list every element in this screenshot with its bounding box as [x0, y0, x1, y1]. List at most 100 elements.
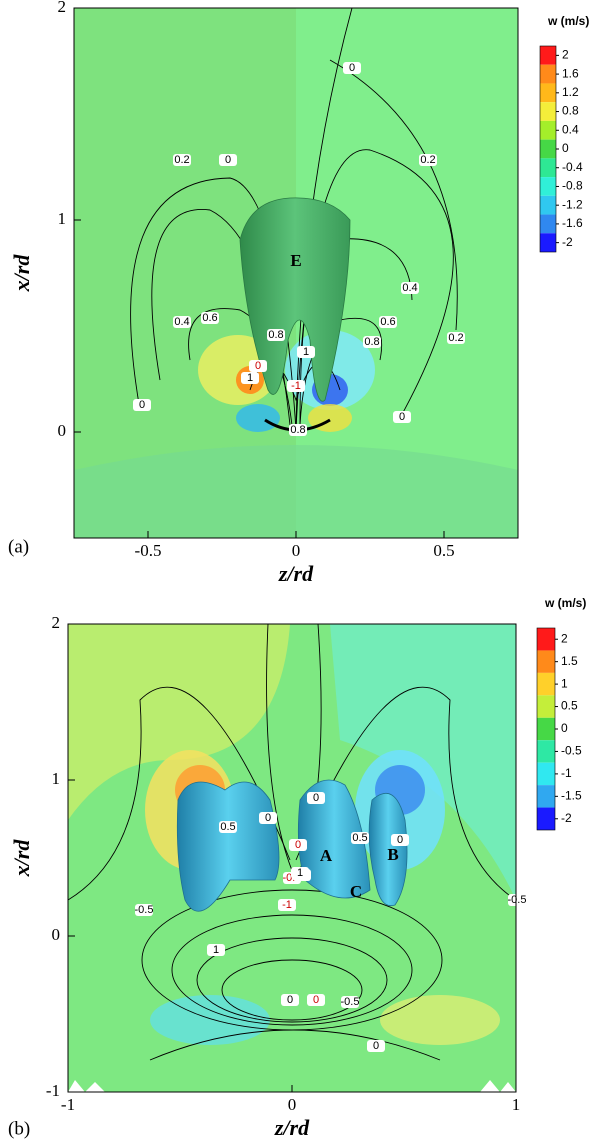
y-axis-label: x/rd [9, 254, 34, 293]
contour-label: 0 [139, 399, 145, 411]
contour-label: 0 [399, 411, 405, 423]
contour-label: -0.5 [508, 894, 527, 906]
contour-label-bg [135, 904, 153, 916]
contour-label-bg [201, 312, 219, 324]
panel-label: (a) [8, 536, 29, 557]
x-tick-label: 0.5 [433, 541, 454, 560]
annotation: C [350, 882, 362, 901]
contour-label: -1 [282, 899, 292, 911]
colorbar-swatch [540, 83, 556, 103]
contour-label: 0.4 [402, 282, 417, 294]
contour-label-bg [291, 867, 309, 879]
colorbar-swatch [537, 672, 555, 696]
contour-label: 0.2 [448, 332, 463, 344]
colorbar-swatch [540, 233, 556, 252]
contour-label-bg [259, 812, 277, 824]
x-tick-label: 1 [512, 1095, 521, 1114]
field-a [74, 8, 518, 538]
contour-label-bg [363, 336, 381, 348]
contour-label-bg [297, 346, 315, 358]
contour-label-bg [287, 380, 305, 392]
colorbar-tick-label: -0.8 [562, 179, 583, 193]
contour-label-bg [341, 996, 359, 1008]
colorbar-tick-label: -0.4 [562, 160, 583, 174]
contour-label-bg [508, 894, 526, 906]
x-axis-label: z/rd [274, 1115, 310, 1140]
contour-label: 1 [247, 372, 253, 384]
x-tick-label: 0 [288, 1095, 297, 1114]
colorbar-swatch [540, 102, 556, 121]
colorbar-tick-label: 1.6 [562, 66, 579, 80]
colorbar-tick-label: 1.2 [562, 85, 579, 99]
contour-label: 0 [373, 1040, 379, 1052]
colorbar-swatch [540, 120, 556, 140]
y-axis-label: x/rd [9, 839, 34, 878]
colorbar-swatch [540, 46, 556, 65]
contour-label-bg [173, 316, 191, 328]
contour-label: 0 [225, 154, 231, 166]
contour-label: 0 [265, 812, 271, 824]
colorbar-swatch [537, 762, 555, 786]
contour-label-bg [281, 994, 299, 1006]
contour-label-bg [219, 154, 237, 166]
contour-label-bg [343, 62, 361, 74]
panel-label: (b) [8, 1118, 30, 1139]
annotation: B [387, 845, 398, 864]
contour-label: 0 [287, 994, 293, 1006]
contour-label-bg [447, 332, 465, 344]
colorbar-tick-label: 0 [561, 721, 568, 735]
colorbar-swatch [537, 785, 555, 808]
colorbar-tick-label: 2 [561, 631, 568, 645]
y-tick-label: 2 [52, 613, 61, 632]
contour-label: 0.4 [174, 316, 189, 328]
x-tick-label: 0 [292, 541, 301, 560]
colorbar-swatch [540, 64, 556, 84]
colorbar-tick-label: 1.5 [561, 654, 578, 668]
annotation: E [290, 251, 301, 270]
contour-label: 0.6 [202, 312, 217, 324]
contour-label: -0.5 [341, 996, 360, 1008]
contour-label: 1 [297, 867, 303, 879]
colorbar-tick-label: -1.5 [561, 789, 582, 803]
colorbar-swatch [537, 717, 555, 741]
colorbar-tick-label: -2 [562, 235, 573, 249]
contour-label: 0.8 [268, 329, 283, 341]
contour-label: 0.2 [420, 154, 435, 166]
contour-label-bg [133, 399, 151, 411]
contour-label: 0 [313, 994, 319, 1006]
y-tick-label: 0 [52, 925, 61, 944]
colorbar-swatch [540, 195, 556, 215]
contour-label-bg [391, 834, 409, 846]
contour-label: 0.5 [220, 821, 235, 833]
contour-label: 0.6 [380, 316, 395, 328]
contour-label: 0 [295, 839, 301, 851]
contour-label: 1 [303, 346, 309, 358]
contour-label-bg [379, 316, 397, 328]
x-tick-label: -0.5 [135, 541, 162, 560]
contour-label-bg [173, 154, 191, 166]
contour-label-bg [207, 944, 225, 956]
contour-label: 0 [313, 792, 319, 804]
colorbar-tick-label: 0.5 [561, 699, 578, 713]
colorbar-swatch [537, 695, 555, 718]
y-tick-label: 1 [52, 769, 61, 788]
contour-label-bg [307, 994, 325, 1006]
annotation: A [320, 846, 333, 865]
contour-label: 0 [255, 360, 261, 372]
colorbar-tick-label: 1 [561, 676, 568, 690]
colorbar-tick-label: -1 [561, 766, 572, 780]
x-tick-label: -1 [61, 1095, 75, 1114]
contour-label: 0.8 [290, 424, 305, 436]
colorbar-tick-label: 0.8 [562, 104, 579, 118]
contour-label-bg [289, 839, 307, 851]
contour-label-bg [267, 329, 285, 341]
contour-label-bg [241, 372, 259, 384]
colorbar-tick-label: -1.2 [562, 197, 583, 211]
contour-label-bg [419, 154, 437, 166]
contour-label-bg [401, 282, 419, 294]
colorbar-swatch [540, 158, 556, 178]
y-tick-label: 0 [58, 421, 67, 440]
contour-label-bg [219, 821, 237, 833]
y-tick-label: 2 [58, 0, 67, 16]
